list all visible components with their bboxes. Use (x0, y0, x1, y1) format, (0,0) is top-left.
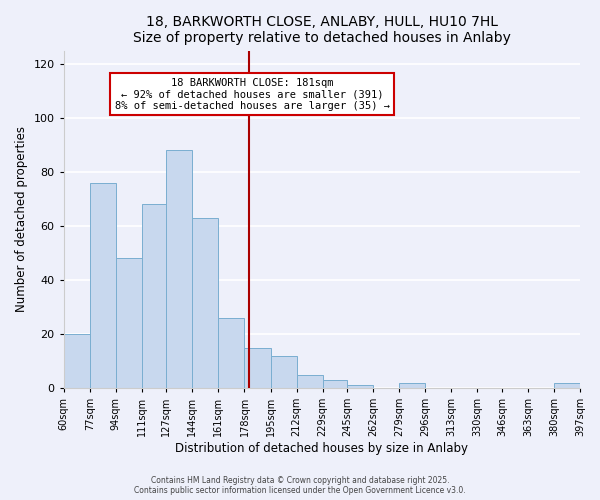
Bar (166, 150, 193, 388)
Y-axis label: Number of detached properties: Number of detached properties (15, 126, 28, 312)
X-axis label: Distribution of detached houses by size in Anlaby: Distribution of detached houses by size … (175, 442, 469, 455)
Bar (271, 356, 296, 388)
Bar (142, 204, 166, 388)
Bar (64, 334, 90, 388)
Bar (193, 218, 218, 388)
Bar (347, 386, 373, 388)
Text: Contains HM Land Registry data © Crown copyright and database right 2025.
Contai: Contains HM Land Registry data © Crown c… (134, 476, 466, 495)
Bar (296, 374, 323, 388)
Title: 18, BARKWORTH CLOSE, ANLABY, HULL, HU10 7HL
Size of property relative to detache: 18, BARKWORTH CLOSE, ANLABY, HULL, HU10 … (133, 15, 511, 45)
Bar (218, 318, 244, 388)
Bar (323, 380, 347, 388)
Bar (244, 348, 271, 388)
Bar (554, 382, 580, 388)
Bar (116, 258, 142, 388)
Bar (90, 183, 116, 388)
Bar (399, 382, 425, 388)
Text: 18 BARKWORTH CLOSE: 181sqm
← 92% of detached houses are smaller (391)
8% of semi: 18 BARKWORTH CLOSE: 181sqm ← 92% of deta… (115, 78, 389, 110)
